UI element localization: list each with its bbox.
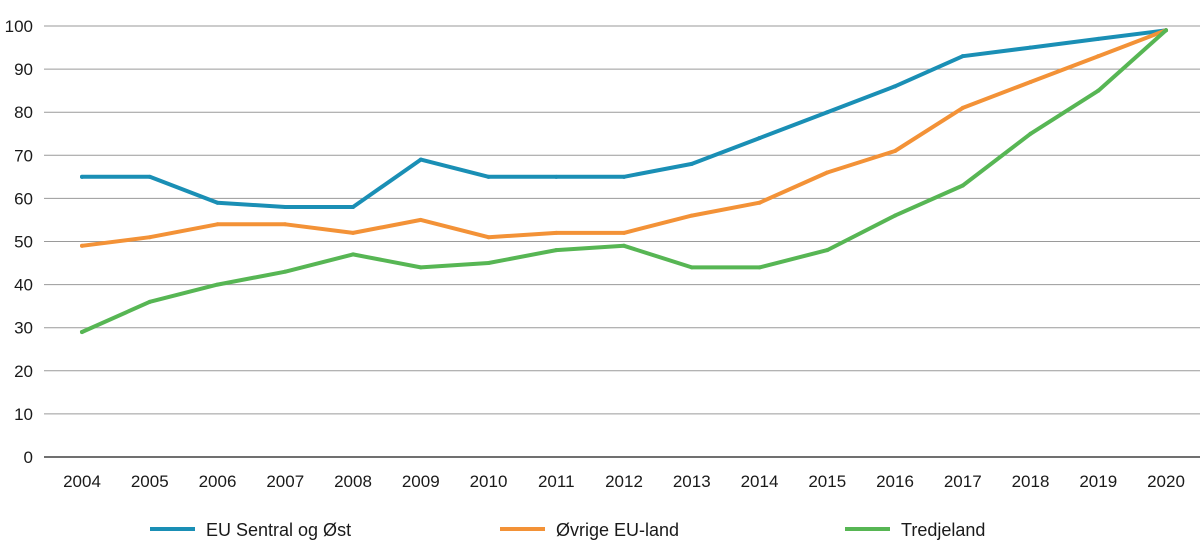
- data-point: [80, 174, 84, 179]
- series-lines: [80, 28, 1168, 335]
- x-tick-label: 2008: [334, 472, 372, 491]
- data-point: [757, 136, 762, 141]
- x-tick-label: 2019: [1079, 472, 1117, 491]
- x-tick-label: 2014: [741, 472, 779, 491]
- data-point: [147, 174, 152, 179]
- x-tick-label: 2005: [131, 472, 169, 491]
- x-tick-label: 2012: [605, 472, 643, 491]
- x-tick-label: 2020: [1147, 472, 1185, 491]
- y-tick-label: 50: [14, 233, 33, 252]
- data-point: [622, 243, 626, 248]
- data-point: [622, 174, 626, 179]
- x-tick-label: 2010: [470, 472, 508, 491]
- data-point: [1164, 28, 1168, 33]
- y-tick-label: 10: [14, 405, 33, 424]
- data-point: [486, 174, 491, 179]
- legend: EU Sentral og Øst Øvrige EU-land Tredjelan…: [150, 520, 985, 540]
- data-point: [351, 205, 355, 210]
- x-tick-label: 2013: [673, 472, 711, 491]
- data-point: [1096, 36, 1101, 41]
- data-point: [351, 252, 355, 257]
- data-point: [418, 265, 423, 270]
- y-tick-label: 90: [14, 60, 33, 79]
- data-point: [418, 157, 423, 162]
- y-tick-label: 100: [5, 17, 33, 36]
- data-point: [554, 248, 559, 253]
- data-point: [757, 265, 762, 270]
- y-tick-label: 40: [14, 276, 33, 295]
- legend-label: Øvrige EU-land: [556, 520, 679, 540]
- data-point: [825, 110, 830, 115]
- data-point: [351, 230, 355, 235]
- data-point: [757, 200, 762, 205]
- data-point: [486, 235, 491, 240]
- x-tick-label: 2007: [266, 472, 304, 491]
- data-point: [80, 243, 84, 248]
- x-tick-label: 2006: [199, 472, 237, 491]
- x-tick-label: 2017: [944, 472, 982, 491]
- data-point: [215, 200, 220, 205]
- series-line-1: [80, 28, 1168, 209]
- axes: 0 10 20 30 40 50 60 70 80 90 100 2004 2005 2006 2007 20…: [5, 17, 1200, 491]
- data-point: [80, 330, 84, 335]
- data-point: [418, 217, 423, 222]
- x-tick-label: 2016: [876, 472, 914, 491]
- data-point: [893, 213, 897, 218]
- data-point: [960, 183, 965, 188]
- data-point: [283, 222, 288, 227]
- legend-label: EU Sentral og Øst: [206, 520, 351, 540]
- x-tick-label: 2015: [808, 472, 846, 491]
- legend-entry-1: EU Sentral og Øst: [150, 520, 351, 540]
- y-tick-label: 0: [24, 448, 33, 467]
- legend-entry-3: Tredjeland: [845, 520, 985, 540]
- data-point: [689, 265, 694, 270]
- data-point: [554, 174, 559, 179]
- gridlines: [44, 25, 1200, 415]
- data-point: [283, 269, 288, 274]
- data-point: [960, 105, 965, 110]
- data-point: [147, 235, 152, 240]
- data-point: [215, 222, 220, 227]
- data-point: [825, 170, 830, 175]
- y-tick-label: 80: [14, 103, 33, 122]
- data-point: [215, 282, 220, 287]
- series-line-2: [80, 28, 1168, 248]
- data-point: [554, 230, 559, 235]
- data-point: [825, 248, 830, 253]
- data-point: [893, 148, 897, 153]
- y-tick-label: 30: [14, 319, 33, 338]
- x-tick-label: 2018: [1012, 472, 1050, 491]
- legend-entry-2: Øvrige EU-land: [500, 520, 679, 540]
- data-point: [689, 213, 694, 218]
- y-tick-label: 60: [14, 189, 33, 208]
- data-point: [960, 54, 965, 59]
- data-point: [147, 299, 152, 304]
- data-point: [689, 161, 694, 166]
- data-point: [622, 230, 626, 235]
- data-point: [1028, 131, 1033, 136]
- data-point: [1028, 80, 1033, 85]
- series-line-3: [80, 28, 1168, 334]
- x-tick-label: 2004: [63, 472, 101, 491]
- y-tick-label: 20: [14, 362, 33, 381]
- data-point: [283, 205, 288, 210]
- legend-label: Tredjeland: [901, 520, 985, 540]
- y-tick-label: 70: [14, 146, 33, 165]
- data-point: [1096, 88, 1101, 93]
- data-point: [1028, 45, 1033, 50]
- data-point: [486, 261, 491, 266]
- data-point: [893, 84, 897, 89]
- data-point: [1096, 54, 1101, 59]
- x-tick-label: 2009: [402, 472, 440, 491]
- x-tick-label: 2011: [538, 472, 575, 491]
